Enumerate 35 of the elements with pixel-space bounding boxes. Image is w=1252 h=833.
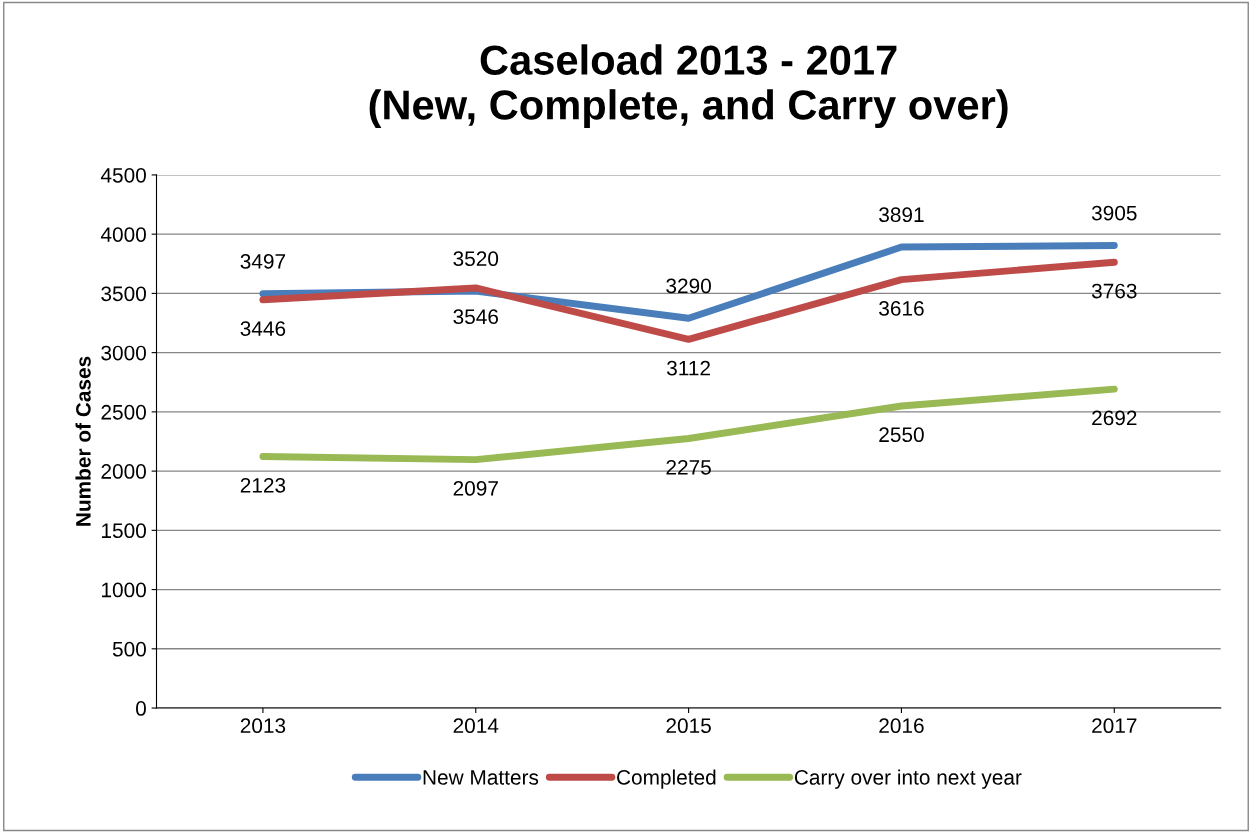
data-label: 3905 (1091, 205, 1137, 221)
chart-title: Caseload 2013 - 2017 (New, Complete, and Carry over) (369, 44, 1008, 129)
x-tick-label: 2015 (666, 718, 711, 734)
y-tick-label: 4000 (100, 227, 146, 242)
y-tick-label: 3000 (101, 345, 146, 361)
legend-label: Completed (617, 769, 716, 789)
y-tick-label: 500 (112, 641, 146, 657)
y-tick-label: 4500 (100, 167, 146, 183)
data-label: 3546 (453, 309, 499, 325)
x-tick-label: 2017 (1092, 718, 1137, 734)
y-tick-label: 0 (136, 701, 146, 716)
y-tick-label: 1000 (102, 582, 146, 598)
x-tick-label: 2014 (453, 718, 499, 734)
y-tick-label: 1500 (102, 523, 146, 539)
data-label: 3520 (453, 251, 499, 267)
data-label: 3616 (879, 301, 924, 316)
y-tick-label: 2500 (101, 404, 146, 420)
data-label: 3763 (1091, 283, 1137, 299)
data-label: 3891 (879, 207, 924, 223)
y-tick-label: 2000 (101, 464, 146, 479)
data-label: 2692 (1092, 410, 1137, 426)
data-label: 2275 (666, 459, 711, 475)
x-tick-label: 2013 (240, 718, 286, 734)
data-label: 2123 (240, 477, 286, 493)
x-tick-label: 2016 (879, 718, 924, 734)
data-label: 2550 (879, 427, 924, 443)
data-label: 3446 (240, 321, 286, 336)
data-label: 2097 (453, 481, 498, 496)
y-axis-title: Number of Cases (75, 356, 91, 526)
y-tick-label: 3500 (101, 286, 146, 302)
data-label: 3290 (666, 278, 711, 294)
data-label: 3497 (240, 254, 286, 269)
data-label: 3112 (666, 360, 710, 376)
legend-label: New Matters (423, 770, 539, 785)
legend-label: Carry over into next year (794, 769, 1022, 789)
